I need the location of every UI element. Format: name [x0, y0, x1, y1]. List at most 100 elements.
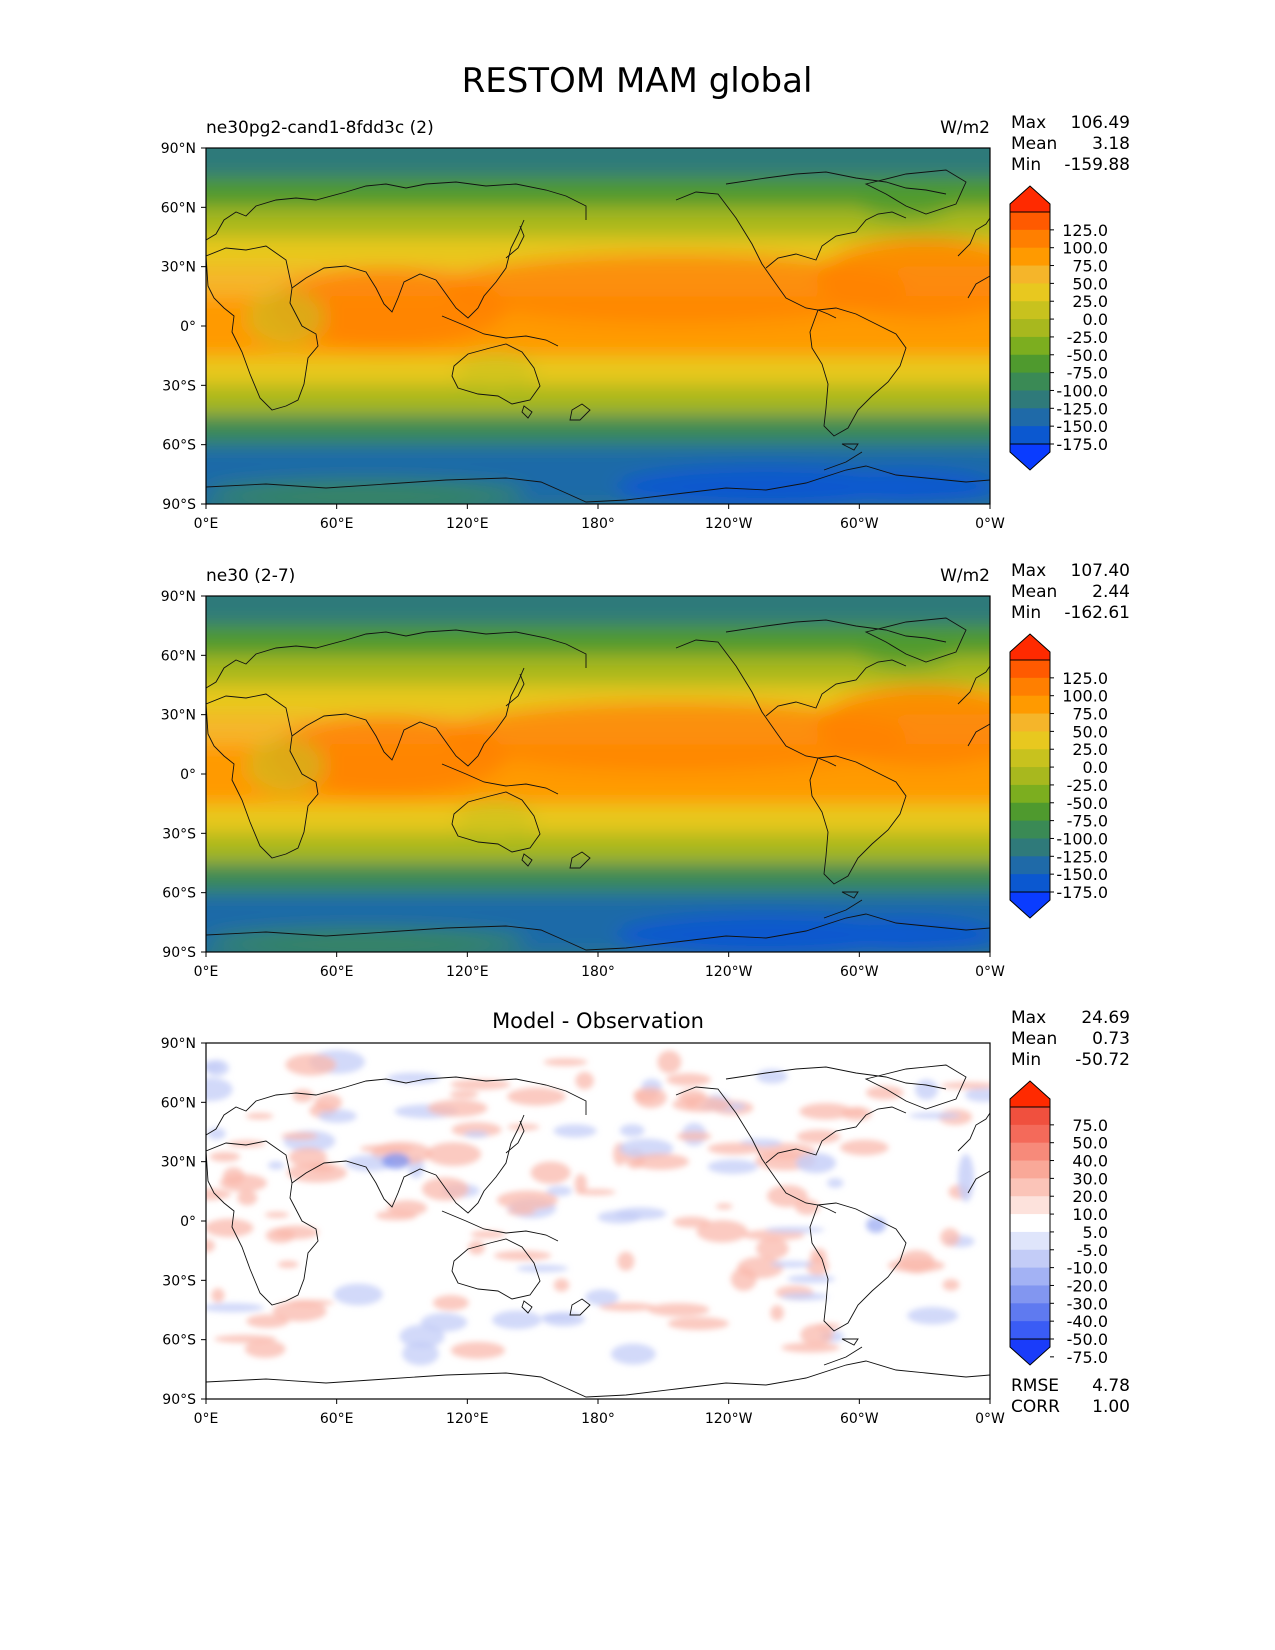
colorbar-label: -10.0: [1067, 1259, 1108, 1278]
colorbar-label: -175.0: [1056, 883, 1108, 902]
lat-tick-label: 60°S: [162, 886, 196, 902]
colorbar-label: -50.0: [1067, 794, 1108, 813]
colorbar-segment: [1010, 1124, 1050, 1144]
colorbar-segment: [1010, 767, 1050, 786]
colorbar-label: 100.0: [1062, 687, 1108, 706]
colorbar-label: -25.0: [1067, 328, 1108, 347]
stat-label: Min: [1011, 1050, 1041, 1070]
footer-stat-value: 1.00: [1092, 1397, 1130, 1417]
colorbar-segment: [1010, 1160, 1050, 1179]
colorbar-segment: [1010, 802, 1050, 822]
map-panel-3: 90°N 60°N 30°N 0° 30°S 60°S 90°S 0°E 60°E 120°E 18…: [161, 1008, 1130, 1427]
colorbar-label: -40.0: [1067, 1312, 1108, 1331]
stat-value: 106.49: [1071, 113, 1130, 133]
colorbar-label: -175.0: [1056, 435, 1108, 454]
colorbar-segment: [1010, 874, 1050, 893]
lat-tick-label: 60°S: [162, 438, 196, 454]
map-plot-area: 90°N 60°N 30°N 0° 30°S 60°S 90°S 0°E 60°E 120°E 18…: [161, 141, 1005, 532]
colorbar: 75.050.040.030.020.010.05.0-5.0-10.0-20.…: [1009, 1080, 1108, 1367]
lat-tick-label: 90°N: [161, 1036, 196, 1052]
colorbar-segment: [1010, 820, 1050, 839]
colorbar-segment: [1010, 372, 1050, 391]
colorbar-label: 75.0: [1072, 705, 1108, 724]
lat-tick-label: 60°N: [161, 1095, 196, 1111]
lon-tick-label: 60°E: [320, 964, 354, 980]
lat-tick-label: 30°N: [161, 260, 196, 276]
colorbar-segment: [1010, 247, 1050, 267]
stat-label: Max: [1011, 1008, 1046, 1028]
colorbar-segment: [1010, 212, 1050, 231]
map-plot-area: 90°N 60°N 30°N 0° 30°S 60°S 90°S 0°E 60°E 120°E 18…: [161, 1036, 1005, 1427]
colorbar-segment: [1010, 1285, 1050, 1304]
colorbar-top-arrow: [1009, 185, 1051, 213]
colorbar-segment: [1010, 301, 1050, 320]
map-panel-1: 90°N 60°N 30°N 0° 30°S 60°S 90°S 0°E 60°E 120°E 18…: [161, 113, 1130, 532]
anomaly-shading: [206, 1049, 990, 1366]
colorbar-label: 75.0: [1072, 257, 1108, 276]
lon-tick-label: 120°W: [705, 1411, 753, 1427]
field-shading: [206, 148, 990, 504]
colorbar-label: 125.0: [1062, 669, 1108, 688]
lat-tick-label: 0°: [180, 1214, 196, 1230]
lon-tick-label: 0°E: [194, 516, 219, 532]
colorbar-label: -30.0: [1067, 1294, 1108, 1313]
lat-tick-label: 60°N: [161, 648, 196, 664]
panel-units: W/m2: [940, 566, 990, 586]
map-plot-area: 90°N 60°N 30°N 0° 30°S 60°S 90°S 0°E 60°E 120°E 18…: [161, 589, 1005, 980]
colorbar-label: -50.0: [1067, 1330, 1108, 1349]
colorbar-label: 25.0: [1072, 292, 1108, 311]
colorbar-top-arrow: [1009, 1080, 1051, 1108]
colorbar-segment: [1010, 1178, 1050, 1197]
lat-tick-label: 90°N: [161, 141, 196, 157]
colorbar-label: 100.0: [1062, 239, 1108, 258]
lon-tick-label: 120°W: [705, 516, 753, 532]
lat-tick-label: 90°N: [161, 589, 196, 605]
colorbar-bottom-arrow: [1009, 1338, 1051, 1366]
panel-units: W/m2: [940, 118, 990, 138]
colorbar-segment: [1010, 1267, 1050, 1286]
lon-tick-label: 60°W: [840, 516, 879, 532]
colorbar-segment: [1010, 265, 1050, 284]
stat-label: Mean: [1011, 134, 1057, 154]
colorbar-segment: [1010, 1303, 1050, 1322]
colorbar-label: 20.0: [1072, 1187, 1108, 1206]
footer-stat-label: CORR: [1011, 1397, 1060, 1417]
colorbar-label: 50.0: [1072, 1134, 1108, 1153]
colorbar-bottom-arrow: [1009, 443, 1051, 471]
colorbar-label: -100.0: [1056, 381, 1108, 400]
lat-tick-label: 60°S: [162, 1333, 196, 1349]
colorbar-segment: [1010, 390, 1050, 409]
lat-tick-label: 30°S: [162, 378, 196, 394]
lon-tick-label: 0°W: [975, 1411, 1005, 1427]
stat-value: 24.69: [1081, 1008, 1130, 1028]
colorbar-segment: [1010, 677, 1050, 697]
lon-tick-label: 180°: [581, 964, 615, 980]
field-shading: [206, 596, 990, 952]
stat-label: Mean: [1011, 1029, 1057, 1049]
colorbar-segment: [1010, 695, 1050, 715]
colorbar-label: 25.0: [1072, 740, 1108, 759]
lon-tick-label: 60°W: [840, 964, 879, 980]
stat-value: 3.18: [1092, 134, 1130, 154]
map-panel-2: 90°N 60°N 30°N 0° 30°S 60°S 90°S 0°E 60°E 120°E 18…: [161, 561, 1130, 980]
colorbar-label: -20.0: [1067, 1276, 1108, 1295]
lon-tick-label: 180°: [581, 516, 615, 532]
colorbar-label: -150.0: [1056, 865, 1108, 884]
colorbar-label: 10.0: [1072, 1205, 1108, 1224]
stat-label: Mean: [1011, 582, 1057, 602]
lat-tick-label: 30°S: [162, 826, 196, 842]
panel-center-title: Model - Observation: [492, 1009, 704, 1033]
colorbar-label: -5.0: [1077, 1241, 1108, 1260]
colorbar-segment: [1010, 838, 1050, 857]
colorbar-segment: [1010, 336, 1050, 356]
colorbar-label: -25.0: [1067, 776, 1108, 795]
colorbar: 125.0100.075.050.025.00.0-25.0-50.0-75.0…: [1009, 633, 1108, 919]
lat-tick-label: 0°: [180, 319, 196, 335]
lat-tick-label: 60°N: [161, 200, 196, 216]
colorbar-segment: [1010, 354, 1050, 374]
stat-label: Max: [1011, 561, 1046, 581]
lon-tick-label: 0°W: [975, 516, 1005, 532]
colorbar-label: 0.0: [1083, 758, 1108, 777]
lat-tick-label: 30°N: [161, 1155, 196, 1171]
lon-tick-label: 120°W: [705, 964, 753, 980]
